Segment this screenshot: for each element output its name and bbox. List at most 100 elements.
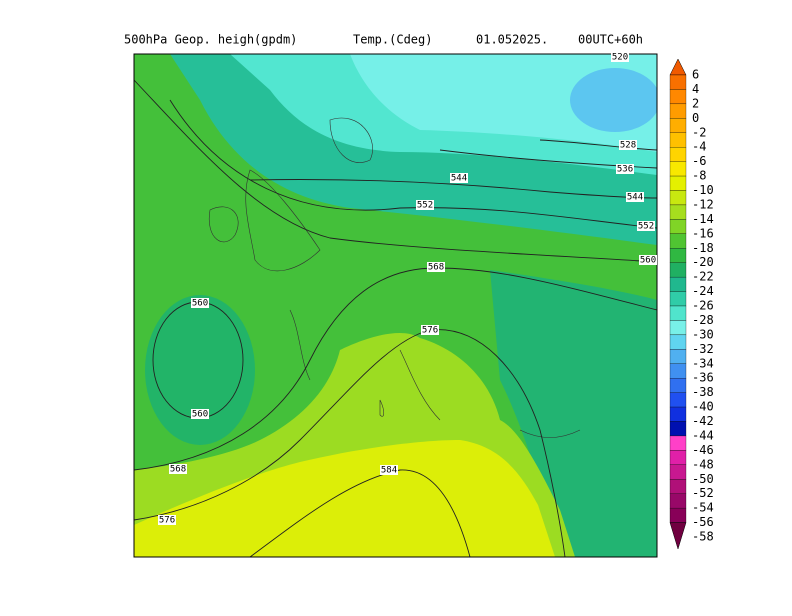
contour-label-bg <box>191 409 209 419</box>
contour-label-bg <box>450 173 468 183</box>
colorbar-cell <box>669 219 687 234</box>
colorbar-cell <box>669 147 687 162</box>
colorbar-label: -14 <box>692 212 714 226</box>
contour-label: 576 <box>159 516 175 526</box>
colorbar-label: -56 <box>692 515 714 529</box>
colorbar-label: -28 <box>692 313 714 327</box>
colorbar-label: 0 <box>692 111 699 125</box>
colorbar-cap <box>669 58 687 76</box>
colorbar-label: -58 <box>692 530 714 544</box>
contour-label: 568 <box>170 465 186 475</box>
colorbar-cell <box>669 248 687 263</box>
contour-label: 520 <box>612 53 628 63</box>
colorbar-cell <box>669 320 687 336</box>
contour-label-bg <box>626 192 644 202</box>
contour-label: 560 <box>192 410 208 420</box>
colorbar-label: -36 <box>692 371 714 385</box>
colorbar-label: -24 <box>692 284 714 298</box>
colorbar-label: -44 <box>692 428 714 442</box>
colorbar-cell <box>669 334 687 350</box>
colorbar-cell <box>669 103 687 119</box>
contour-label: 528 <box>620 141 636 151</box>
colorbar-cell <box>669 349 687 364</box>
contour-label-bg <box>637 221 655 231</box>
colorbar-cell <box>669 233 687 249</box>
colorbar-label: -52 <box>692 486 714 500</box>
colorbar-cell <box>669 392 687 408</box>
colorbar-label: -46 <box>692 443 714 457</box>
contour-label-bg <box>169 464 187 474</box>
colorbar-cell <box>669 161 687 177</box>
contour-label-bg <box>619 140 637 150</box>
title-run: 00UTC+60h <box>578 33 643 47</box>
colorbar-label: -8 <box>692 169 706 183</box>
colorbar-label: 2 <box>692 96 699 110</box>
colorbar-label: -22 <box>692 270 714 284</box>
colorbar-label: -20 <box>692 255 714 269</box>
colorbar-label: -2 <box>692 125 706 139</box>
colorbar-label: -10 <box>692 183 714 197</box>
colorbar-cell <box>669 363 687 379</box>
contour-label: 560 <box>640 256 656 266</box>
title-temp: Temp.(Cdeg) <box>353 33 432 47</box>
colorbar-cell <box>669 305 687 321</box>
contour-label-bg <box>427 262 445 272</box>
colorbar-cell <box>669 132 687 148</box>
contour-label-bg <box>611 52 629 62</box>
colorbar-label: -48 <box>692 457 714 471</box>
colorbar-cell <box>669 507 687 523</box>
colorbar-label: -12 <box>692 197 714 211</box>
colorbar-label: -30 <box>692 327 714 341</box>
contour-label-bg <box>616 164 634 174</box>
colorbar-cell <box>669 74 687 90</box>
colorbar-cell <box>669 190 687 206</box>
colorbar-cell <box>669 262 687 278</box>
contour-label: 544 <box>451 174 467 184</box>
colorbar-label: -38 <box>692 385 714 399</box>
contour-label: 552 <box>417 201 433 211</box>
colorbar-label: -18 <box>692 241 714 255</box>
colorbar-cell <box>669 291 687 307</box>
colorbar-cell <box>669 493 687 509</box>
colorbar-label: -6 <box>692 154 706 168</box>
contour-label: 568 <box>428 263 444 273</box>
contour-label: 536 <box>617 165 633 175</box>
colorbar-label: -42 <box>692 414 714 428</box>
colorbar-cell <box>669 450 687 465</box>
colorbar-cell <box>669 276 687 292</box>
colorbar-label: -50 <box>692 472 714 486</box>
contour-label-bg <box>421 325 439 335</box>
colorbar-label: -26 <box>692 299 714 313</box>
colorbar-cell <box>669 378 687 393</box>
colorbar-label: -16 <box>692 226 714 240</box>
colorbar-cell <box>669 421 687 437</box>
colorbar-label: 6 <box>692 68 699 82</box>
contour-label: 552 <box>638 222 654 232</box>
colorbar-label: -4 <box>692 140 706 154</box>
colorbar-cell <box>669 406 687 422</box>
colorbar-cell <box>669 89 687 105</box>
title-field: 500hPa Geop. heigh(gpdm) <box>124 33 297 47</box>
colorbar-label: -34 <box>692 356 714 370</box>
colorbar-label: -40 <box>692 400 714 414</box>
contour-label-bg <box>416 200 434 210</box>
contour-label-bg <box>639 255 657 265</box>
colorbar-cell <box>669 204 687 220</box>
contour-label: 576 <box>422 326 438 336</box>
colorbar-cell <box>669 175 687 191</box>
contour-label-bg <box>191 298 209 308</box>
map-frame <box>133 53 658 558</box>
contour-label: 584 <box>381 466 397 476</box>
title-date: 01.052025. <box>476 33 548 47</box>
colorbar-cell <box>669 479 687 494</box>
contour-label-bg <box>380 465 398 475</box>
map-area <box>134 54 657 557</box>
colorbar-cap <box>669 522 687 550</box>
colorbar-label: 4 <box>692 82 699 96</box>
colorbar-label: -32 <box>692 342 714 356</box>
contour-label-bg <box>158 515 176 525</box>
colorbar-cell <box>669 435 687 451</box>
colorbar-label: -54 <box>692 501 714 515</box>
